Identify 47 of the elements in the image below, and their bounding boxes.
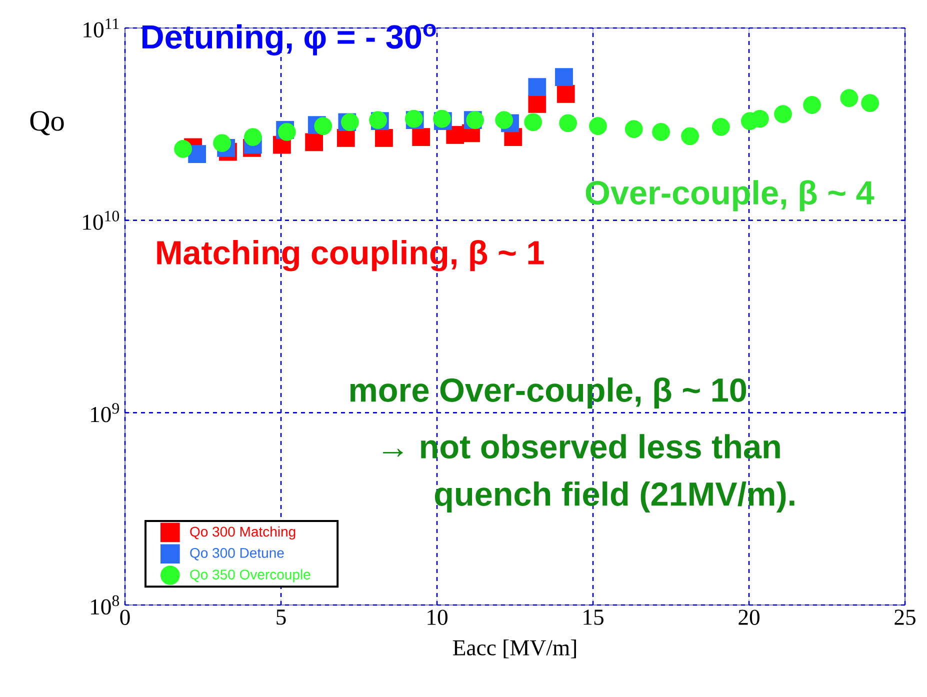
point	[555, 68, 573, 86]
legend-label: Qo 350 Overcouple	[190, 569, 310, 582]
point	[188, 145, 206, 164]
x-tick-label: 0	[120, 610, 130, 625]
legend-label: Qo 300 Detune	[190, 548, 284, 560]
annotation: quench field (21MV/m).	[434, 481, 794, 513]
point	[652, 123, 670, 141]
point	[495, 111, 514, 130]
point	[341, 113, 359, 132]
point	[528, 94, 546, 113]
y-tick-label: 10$^{8}$	[91, 595, 120, 615]
annotation: Matching coupling, β ~ 1	[157, 240, 544, 272]
point	[336, 129, 355, 147]
legend-label: Qo 300 Matching	[190, 526, 296, 540]
point	[559, 114, 577, 132]
x-tick-label: 20	[738, 610, 760, 625]
point	[774, 105, 792, 123]
x-tick-label: 15	[584, 610, 604, 625]
x-axis-title: Eacc [MV/m]	[453, 639, 576, 658]
point	[681, 127, 699, 146]
point	[174, 140, 192, 158]
point	[314, 117, 332, 136]
y-tick-label: 10$^{11}$	[84, 18, 119, 38]
point	[861, 94, 879, 112]
point	[556, 85, 575, 103]
annotation: → not observed less than	[383, 434, 780, 459]
point	[528, 78, 546, 96]
y-tick-label: 10$^{9}$	[91, 403, 119, 422]
point	[524, 113, 542, 132]
annotation: Over-couple, β ~ 4	[586, 180, 874, 212]
point	[589, 117, 607, 136]
point	[213, 134, 231, 152]
x-tick-label: 10	[428, 610, 448, 625]
x-tick-label: 5	[276, 610, 286, 625]
point	[244, 128, 262, 146]
point	[624, 120, 643, 138]
annotation: more Over-couple, β ~ 10	[350, 377, 746, 409]
annotation: Detuning, φ = - 30$^{o}$	[142, 24, 436, 56]
point	[712, 118, 730, 136]
point	[412, 128, 430, 146]
point	[305, 133, 324, 152]
point	[375, 129, 393, 147]
point	[840, 89, 858, 108]
y-tick-label: 10$^{10}$	[83, 210, 120, 230]
point	[803, 96, 821, 114]
y-axis-title: Qo	[30, 111, 64, 136]
x-tick-label: 25	[894, 610, 916, 625]
